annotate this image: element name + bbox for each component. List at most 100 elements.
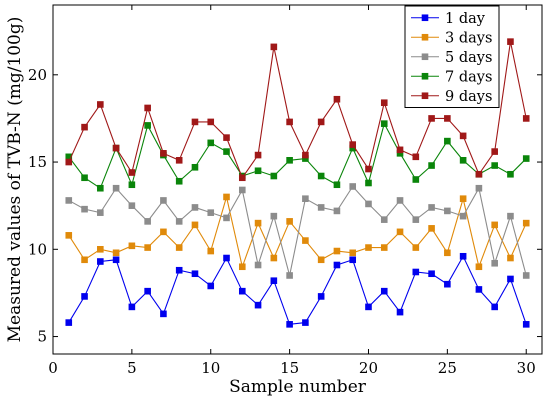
data-point <box>380 216 388 223</box>
data-point <box>191 221 199 229</box>
data-point <box>302 195 309 202</box>
data-point <box>396 146 404 154</box>
data-point <box>475 170 483 178</box>
data-point <box>380 287 388 295</box>
series-5-days <box>65 183 530 279</box>
data-point <box>396 197 404 204</box>
data-point <box>349 183 357 190</box>
data-point <box>128 169 136 176</box>
legend-marker <box>421 14 429 22</box>
y-axis-label: Measured values of TVB-N (mg/100g) <box>5 17 25 343</box>
data-point <box>333 207 341 215</box>
data-point <box>349 249 357 257</box>
data-point <box>65 232 73 239</box>
data-point <box>191 204 199 211</box>
data-point <box>459 252 467 260</box>
data-point <box>365 165 372 173</box>
data-point <box>428 225 435 232</box>
data-point <box>144 218 151 225</box>
data-point <box>412 268 420 276</box>
data-point <box>112 144 120 152</box>
data-point <box>412 216 420 223</box>
data-point <box>112 256 120 264</box>
data-point <box>81 256 88 264</box>
data-point <box>302 151 309 159</box>
data-point <box>317 293 325 300</box>
data-point <box>65 158 73 166</box>
data-point <box>444 137 451 145</box>
y-tick-label: 20 <box>28 66 47 84</box>
data-point <box>160 228 167 236</box>
data-point <box>144 244 151 251</box>
x-tick-label: 30 <box>517 359 536 377</box>
series-1-day <box>65 252 530 328</box>
data-point <box>238 287 246 295</box>
legend-item: 5 days <box>411 50 492 66</box>
data-point <box>97 101 104 108</box>
series-9-days <box>65 38 530 182</box>
legend-item: 9 days <box>411 89 492 105</box>
data-point <box>254 151 262 159</box>
data-point <box>522 219 530 227</box>
data-point <box>270 212 278 220</box>
data-point <box>365 179 372 187</box>
data-point <box>128 202 136 209</box>
data-point <box>380 99 388 107</box>
data-point <box>302 155 309 162</box>
data-point <box>317 118 325 126</box>
y-axis-ticks: 5 10 15 20 <box>28 66 542 346</box>
data-point <box>380 244 388 251</box>
data-point <box>507 170 514 178</box>
data-point <box>160 310 167 318</box>
x-tick-label: 15 <box>280 359 299 377</box>
data-point <box>365 200 372 208</box>
legend-label: 5 days <box>445 50 492 66</box>
data-point <box>223 254 230 262</box>
data-point <box>522 321 530 328</box>
data-point <box>491 303 498 311</box>
data-point <box>112 184 120 192</box>
data-point <box>444 249 451 257</box>
x-tick-label: 10 <box>201 359 220 377</box>
data-point <box>223 134 230 141</box>
series-3-days <box>65 193 530 271</box>
data-point <box>97 209 104 216</box>
data-point <box>112 249 120 257</box>
data-point <box>97 258 104 265</box>
data-point <box>317 172 325 180</box>
data-point <box>412 153 420 161</box>
data-point <box>191 118 199 126</box>
data-point <box>191 270 199 278</box>
data-point <box>396 228 404 236</box>
data-point <box>160 150 167 157</box>
legend-marker <box>421 33 429 41</box>
data-point <box>365 303 372 311</box>
data-point <box>160 197 167 204</box>
data-point <box>191 163 199 171</box>
data-point <box>286 272 293 279</box>
data-point <box>144 122 151 129</box>
y-tick-label: 5 <box>37 328 47 346</box>
data-point <box>302 237 309 244</box>
data-point <box>459 157 467 164</box>
data-point <box>286 118 293 126</box>
data-point <box>459 195 467 202</box>
legend: 1 day 3 days 5 days 7 days 9 days <box>404 5 500 108</box>
data-point <box>428 204 435 211</box>
legend-label: 9 days <box>445 89 492 105</box>
data-point <box>81 293 88 300</box>
legend-marker <box>421 72 429 80</box>
data-point <box>144 287 151 295</box>
data-point <box>365 244 372 251</box>
data-point <box>459 212 467 220</box>
data-point <box>428 115 435 122</box>
data-point <box>380 120 388 127</box>
legend-marker <box>421 53 429 61</box>
y-tick-label: 15 <box>28 153 47 171</box>
x-tick-label: 5 <box>127 359 137 377</box>
data-point <box>175 218 183 225</box>
series-layer <box>65 38 530 328</box>
data-point <box>270 43 278 51</box>
legend-item: 3 days <box>411 30 492 46</box>
